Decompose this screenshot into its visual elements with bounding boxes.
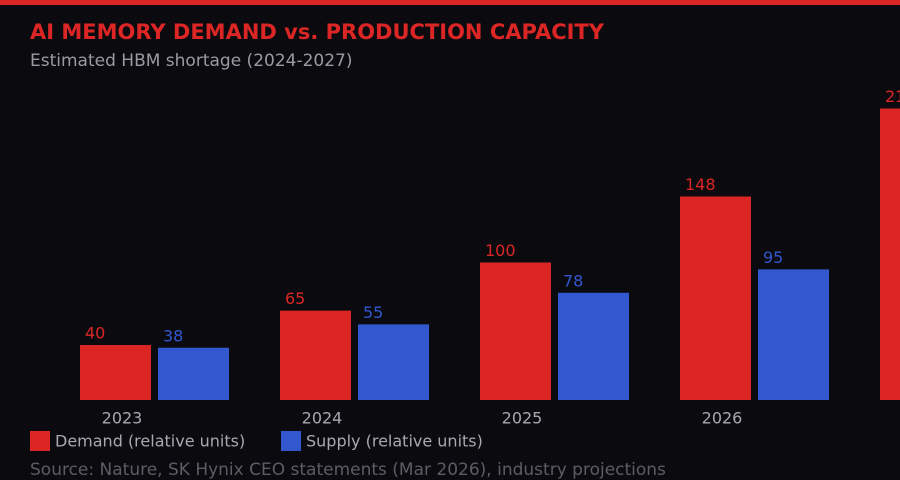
value-label: 55 xyxy=(363,303,383,322)
x-tick-label: 2026 xyxy=(702,409,743,428)
value-label: 78 xyxy=(563,271,583,290)
legend-label: Supply (relative units) xyxy=(306,432,483,451)
legend-swatch xyxy=(281,431,301,451)
x-tick-label: 2023 xyxy=(102,409,143,428)
bar xyxy=(758,269,829,400)
x-tick-label: 2025 xyxy=(502,409,543,428)
top-stripe xyxy=(0,0,900,5)
bar xyxy=(880,108,900,400)
bar xyxy=(358,324,429,400)
source-note: Source: Nature, SK Hynix CEO statements … xyxy=(30,460,666,480)
value-label: 65 xyxy=(285,289,305,308)
bar xyxy=(80,345,151,400)
legend-swatch xyxy=(30,431,50,451)
bar xyxy=(680,196,751,400)
value-label: 212 xyxy=(885,87,900,106)
value-label: 38 xyxy=(163,326,183,345)
legend-label: Demand (relative units) xyxy=(55,432,245,451)
bar xyxy=(480,262,551,400)
bar xyxy=(280,310,351,400)
value-label: 95 xyxy=(763,248,783,267)
bar xyxy=(558,292,629,400)
value-label: 100 xyxy=(485,241,516,260)
chart-title: AI MEMORY DEMAND vs. PRODUCTION CAPACITY xyxy=(30,20,605,44)
x-tick-label: 2024 xyxy=(302,409,343,428)
bar xyxy=(158,347,229,400)
value-label: 148 xyxy=(685,175,716,194)
value-label: 40 xyxy=(85,324,105,343)
chart-subtitle: Estimated HBM shortage (2024-2027) xyxy=(30,51,353,71)
